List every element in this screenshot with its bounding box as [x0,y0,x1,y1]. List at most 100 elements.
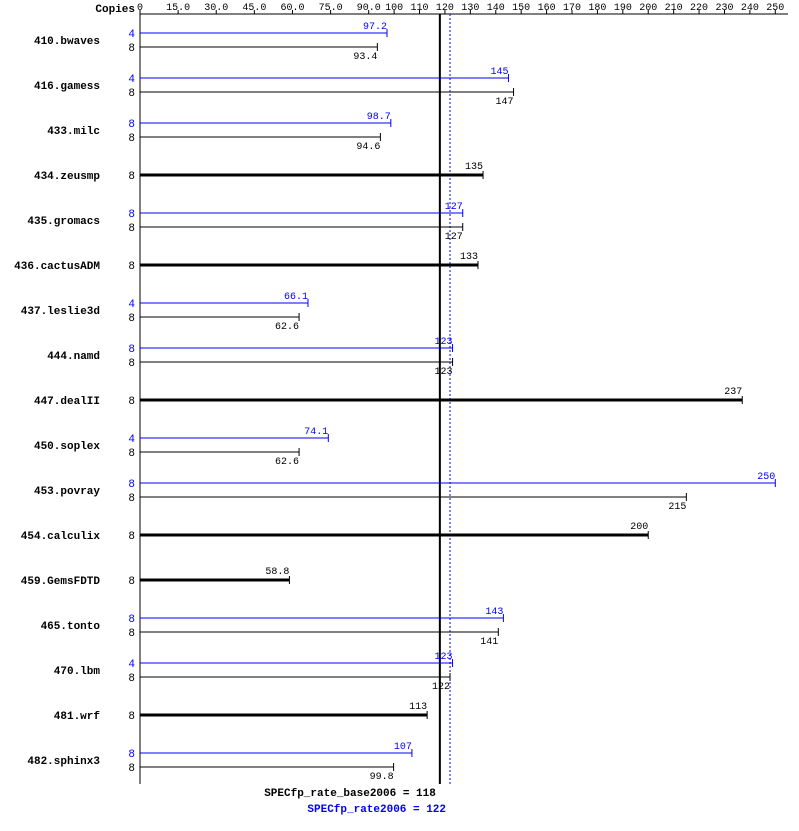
axis-tick-label: 120 [436,3,454,14]
benchmark-label: 416.gamess [34,81,100,93]
copies-label: 8 [128,531,135,543]
value-label: 133 [460,252,478,263]
value-label-peak: 143 [485,607,503,618]
axis-tick-label: 15.0 [166,3,190,14]
benchmark-label: 481.wrf [54,711,101,723]
benchmark-label: 470.lbm [54,666,101,678]
copies-label-base: 8 [128,43,135,55]
copies-label: 8 [128,396,135,408]
value-label: 58.8 [265,567,289,578]
copies-label-peak: 4 [128,659,135,671]
value-label-peak: 123 [435,652,453,663]
copies-label-base: 8 [128,223,135,235]
spec-rate-chart: Copies0 15.0 30.0 45.0 60.0 75.0 90.0 100 110 120… [0,0,799,831]
axis-tick-label: 45.0 [242,3,266,14]
value-label-base: 215 [668,502,686,513]
axis-tick-label: 150 [512,3,530,14]
axis-tick-label: 180 [588,3,606,14]
benchmark-label: 459.GemsFDTD [21,576,101,588]
copies-header: Copies [95,4,135,16]
axis-tick-label: 160 [538,3,556,14]
value-label-peak: 97.2 [363,22,387,33]
axis-tick-label: 100 [385,3,403,14]
axis-tick-label: 230 [715,3,733,14]
axis-tick-label: 200 [639,3,657,14]
benchmark-label: 433.milc [47,126,100,138]
copies-label: 8 [128,711,135,723]
benchmark-label: 437.leslie3d [21,306,100,318]
axis-tick-label: 60.0 [280,3,304,14]
value-label-base: 94.6 [356,142,380,153]
value-label-base: 123 [435,367,453,378]
value-label-base: 93.4 [353,52,377,63]
value-label-base: 122 [432,682,450,693]
benchmark-label: 434.zeusmp [34,171,100,183]
axis-tick-label: 170 [563,3,581,14]
copies-label-base: 8 [128,313,135,325]
benchmark-label: 482.sphinx3 [27,756,100,768]
value-label-base: 99.8 [370,772,394,783]
value-label-peak: 74.1 [304,427,328,438]
copies-label-peak: 8 [128,614,135,626]
benchmark-label: 436.cactusADM [14,261,100,273]
copies-label-peak: 4 [128,29,135,41]
axis-tick-label: 210 [665,3,683,14]
axis-tick-label: 140 [487,3,505,14]
benchmark-label: 447.dealII [34,396,100,408]
benchmark-label: 410.bwaves [34,36,100,48]
axis-tick-label: 250 [766,3,784,14]
axis-tick-label: 75.0 [319,3,343,14]
value-label-peak: 127 [445,202,463,213]
axis-tick-label: 90.0 [357,3,381,14]
axis-tick-label: 30.0 [204,3,228,14]
copies-label-base: 8 [128,358,135,370]
copies-label-peak: 8 [128,344,135,356]
axis-tick-label: 110 [411,3,429,14]
value-label-peak: 66.1 [284,292,308,303]
copies-label-peak: 4 [128,74,135,86]
axis-tick-label: 220 [690,3,708,14]
copies-label-peak: 4 [128,299,135,311]
benchmark-label: 465.tonto [41,621,101,633]
ref-label-peak: SPECfp_rate2006 = 122 [307,804,446,816]
copies-label-base: 8 [128,133,135,145]
value-label-base: 141 [480,637,498,648]
copies-label-base: 8 [128,448,135,460]
value-label-base: 127 [445,232,463,243]
copies-label-base: 8 [128,88,135,100]
benchmark-label: 453.povray [34,486,100,498]
benchmark-label: 454.calculix [21,531,101,543]
value-label-peak: 98.7 [367,112,391,123]
axis-tick-label: 240 [741,3,759,14]
chart-bg [0,0,799,831]
benchmark-label: 444.namd [47,351,100,363]
value-label-base: 147 [496,97,514,108]
value-label-peak: 250 [757,472,775,483]
copies-label-base: 8 [128,763,135,775]
copies-label-peak: 4 [128,434,135,446]
benchmark-label: 435.gromacs [27,216,100,228]
axis-tick-label: 0 [137,3,143,14]
copies-label: 8 [128,576,135,588]
axis-tick-label: 130 [461,3,479,14]
value-label-peak: 123 [435,337,453,348]
value-label-peak: 145 [490,67,508,78]
benchmark-label: 450.soplex [34,441,100,453]
copies-label: 8 [128,171,135,183]
copies-label: 8 [128,261,135,273]
copies-label-peak: 8 [128,749,135,761]
value-label: 200 [630,522,648,533]
copies-label-base: 8 [128,673,135,685]
value-label: 237 [724,387,742,398]
value-label-peak: 107 [394,742,412,753]
value-label: 113 [409,702,427,713]
value-label-base: 62.6 [275,457,299,468]
copies-label-peak: 8 [128,209,135,221]
value-label: 135 [465,162,483,173]
ref-label-base: SPECfp_rate_base2006 = 118 [264,788,436,800]
copies-label-peak: 8 [128,119,135,131]
axis-tick-label: 190 [614,3,632,14]
copies-label-base: 8 [128,628,135,640]
value-label-base: 62.6 [275,322,299,333]
copies-label-base: 8 [128,493,135,505]
